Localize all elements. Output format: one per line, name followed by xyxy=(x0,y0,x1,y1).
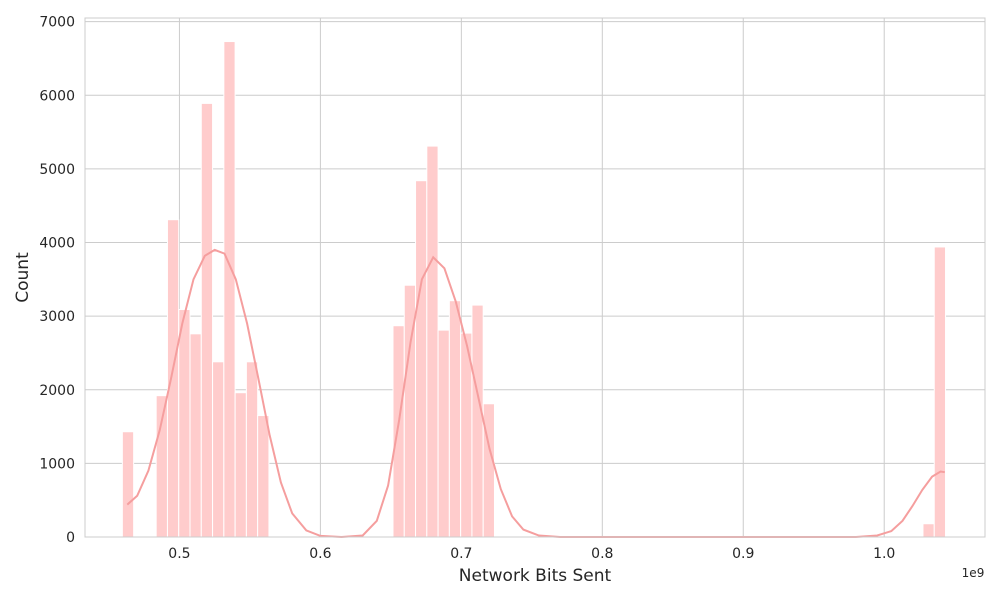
y-tick-label: 2000 xyxy=(39,383,75,399)
histogram-bar xyxy=(200,102,214,538)
y-axis-title: Count xyxy=(13,252,33,303)
x-tick-label: 0.7 xyxy=(450,546,472,562)
y-tick-label: 3000 xyxy=(39,309,75,325)
x-axis-offset-label: 1e9 xyxy=(962,566,985,580)
y-tick-label: 1000 xyxy=(39,456,75,472)
histogram-bar xyxy=(166,219,180,538)
histogram-bar xyxy=(234,392,247,538)
x-tick-label: 0.6 xyxy=(309,546,331,562)
y-tick-labels: 0 1000 2000 3000 4000 5000 6000 7000 xyxy=(39,15,75,546)
y-tick-label: 6000 xyxy=(39,88,75,104)
histogram-bar xyxy=(245,361,259,538)
histogram-bar xyxy=(189,333,202,538)
histogram-bar xyxy=(426,145,439,538)
y-tick-label: 0 xyxy=(66,530,75,546)
x-axis-title: Network Bits Sent xyxy=(459,566,612,586)
histogram-bar xyxy=(471,304,484,538)
histogram-bar xyxy=(178,309,191,538)
histogram-bar xyxy=(437,329,450,538)
plot-frame xyxy=(84,17,986,538)
x-tick-labels: 0.5 0.6 0.7 0.8 0.9 1.0 xyxy=(168,546,895,562)
y-tick-label: 7000 xyxy=(39,15,75,31)
histogram-bar xyxy=(257,415,270,538)
y-tick-label: 4000 xyxy=(39,236,75,252)
histogram-bars xyxy=(121,41,947,538)
histogram-bar xyxy=(212,361,225,538)
x-tick-label: 0.8 xyxy=(591,546,613,562)
histogram-bar xyxy=(933,246,947,538)
x-tick-label: 1.0 xyxy=(873,546,895,562)
histogram-bar xyxy=(121,431,135,538)
y-tick-label: 5000 xyxy=(39,162,75,178)
histogram-bar xyxy=(223,41,236,538)
histogram-bar xyxy=(922,523,935,538)
histogram-bar xyxy=(392,325,405,538)
histogram-bar xyxy=(415,180,428,538)
histogram-bar xyxy=(448,300,462,538)
x-tick-label: 0.5 xyxy=(168,546,190,562)
x-tick-label: 0.9 xyxy=(732,546,754,562)
